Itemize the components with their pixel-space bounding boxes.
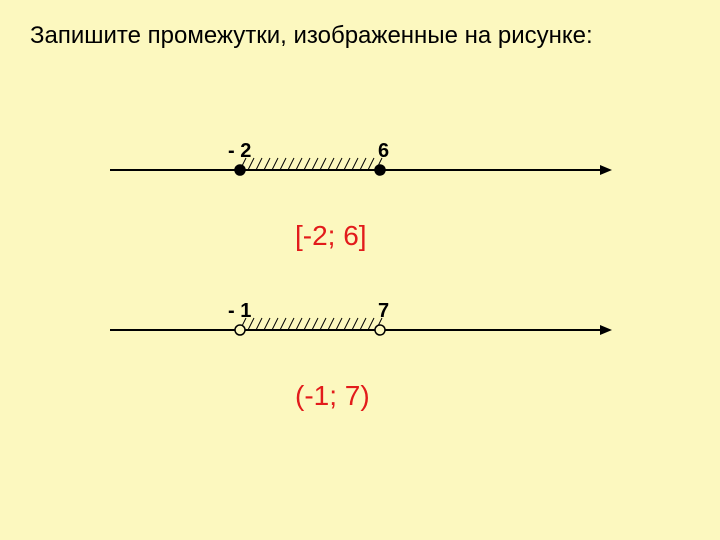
line2-left-label: - 1 xyxy=(228,300,251,323)
page-root: Запишите промежутки, изображенные на рис… xyxy=(0,0,720,540)
number-line-2 xyxy=(100,290,620,350)
line2-right-label: 7 xyxy=(378,300,389,323)
page-title: Запишите промежутки, изображенные на рис… xyxy=(30,22,593,50)
line1-left-label: - 2 xyxy=(228,140,251,163)
line2-result: (-1; 7) xyxy=(295,380,370,412)
line1-right-label: 6 xyxy=(378,140,389,163)
number-line-1 xyxy=(100,130,620,190)
line1-result: [-2; 6] xyxy=(295,220,367,252)
